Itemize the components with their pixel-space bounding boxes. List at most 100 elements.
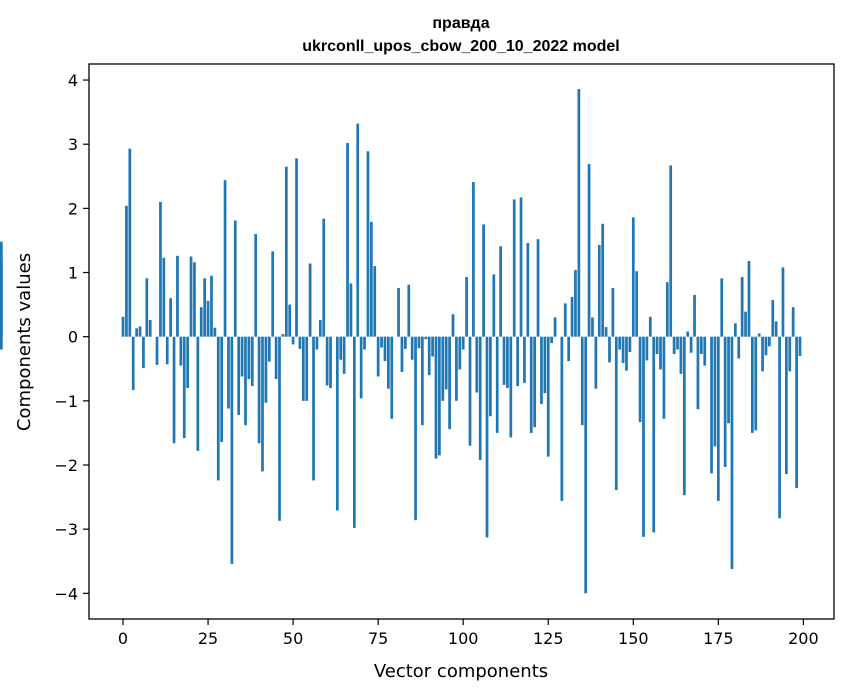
- bar: [462, 337, 465, 350]
- bar: [676, 337, 679, 350]
- bar: [319, 320, 322, 337]
- bar: [231, 337, 234, 564]
- bar: [207, 301, 210, 337]
- bar: [275, 337, 278, 379]
- bar: [663, 337, 666, 419]
- bar: [591, 317, 594, 336]
- bar: [588, 164, 591, 337]
- bar: [156, 337, 159, 365]
- bar: [785, 337, 788, 474]
- bar: [486, 337, 489, 538]
- bar: [537, 239, 540, 337]
- bar: [622, 337, 625, 363]
- bar: [380, 337, 383, 348]
- bar: [166, 337, 169, 365]
- bar: [356, 124, 359, 337]
- x-tick-label: 175: [703, 629, 734, 648]
- bar: [469, 337, 472, 446]
- bar: [305, 337, 308, 401]
- bar: [799, 337, 802, 356]
- bar: [509, 337, 512, 438]
- bar: [135, 328, 138, 336]
- bar: [734, 323, 737, 336]
- bar: [782, 267, 785, 336]
- bar: [775, 321, 778, 336]
- bar: [142, 337, 145, 368]
- bar: [145, 278, 148, 336]
- y-tick-label: 4: [68, 71, 78, 90]
- bar: [186, 337, 189, 388]
- bar: [363, 337, 366, 350]
- chart-title: правда: [432, 15, 489, 32]
- bar: [237, 337, 240, 415]
- y-tick-label: −2: [54, 456, 78, 475]
- bar: [302, 337, 305, 401]
- bar: [758, 333, 761, 336]
- bar: [540, 337, 543, 404]
- bar: [217, 337, 220, 481]
- bar: [571, 297, 574, 337]
- bar: [441, 337, 444, 401]
- bar: [360, 337, 363, 399]
- bar: [584, 337, 587, 594]
- bar: [309, 264, 312, 337]
- bar: [646, 337, 649, 361]
- y-tick-label: 0: [68, 328, 78, 347]
- bar: [530, 337, 533, 433]
- bar: [727, 337, 730, 424]
- bar: [193, 262, 196, 336]
- bar: [251, 337, 254, 386]
- bar: [649, 317, 652, 337]
- bar: [196, 337, 199, 451]
- bar: [428, 337, 431, 375]
- bar: [122, 317, 125, 337]
- bar: [625, 337, 628, 371]
- bar: [414, 337, 417, 521]
- x-tick-label: 50: [283, 629, 303, 648]
- bar: [241, 337, 244, 377]
- bar: [465, 277, 468, 337]
- bar: [285, 167, 288, 337]
- bar: [418, 337, 421, 349]
- bar: [224, 180, 227, 337]
- bar: [0, 337, 3, 350]
- bar: [754, 337, 757, 431]
- bar: [244, 337, 247, 426]
- bar: [278, 337, 281, 521]
- bar: [220, 337, 223, 442]
- bar: [526, 243, 529, 337]
- bar: [720, 278, 723, 336]
- bar: [564, 303, 567, 336]
- bar: [472, 182, 475, 337]
- bar: [387, 337, 390, 389]
- x-tick-label: 0: [118, 629, 128, 648]
- bar: [693, 295, 696, 337]
- bar: [452, 314, 455, 336]
- bar: [173, 337, 176, 444]
- bar: [523, 337, 526, 383]
- bar: [680, 337, 683, 374]
- bar: [227, 337, 230, 409]
- bar: [353, 337, 356, 528]
- bar: [370, 222, 373, 337]
- bar: [516, 337, 519, 386]
- bar: [139, 326, 142, 336]
- bar: [710, 337, 713, 474]
- bar: [598, 245, 601, 337]
- bar: [299, 337, 302, 349]
- bar: [482, 224, 485, 336]
- bar: [421, 337, 424, 426]
- bar: [377, 337, 380, 377]
- bar: [128, 149, 131, 337]
- bar: [326, 337, 329, 386]
- bar: [503, 337, 506, 385]
- bar: [339, 337, 342, 360]
- chart-subtitle: ukrconll_upos_cbow_200_10_2022 model: [302, 38, 619, 55]
- bar: [765, 337, 768, 356]
- x-tick-label: 25: [198, 629, 218, 648]
- bar: [475, 337, 478, 393]
- bar: [397, 288, 400, 337]
- bar: [567, 337, 570, 361]
- bar: [295, 158, 298, 336]
- y-tick-label: 1: [68, 264, 78, 283]
